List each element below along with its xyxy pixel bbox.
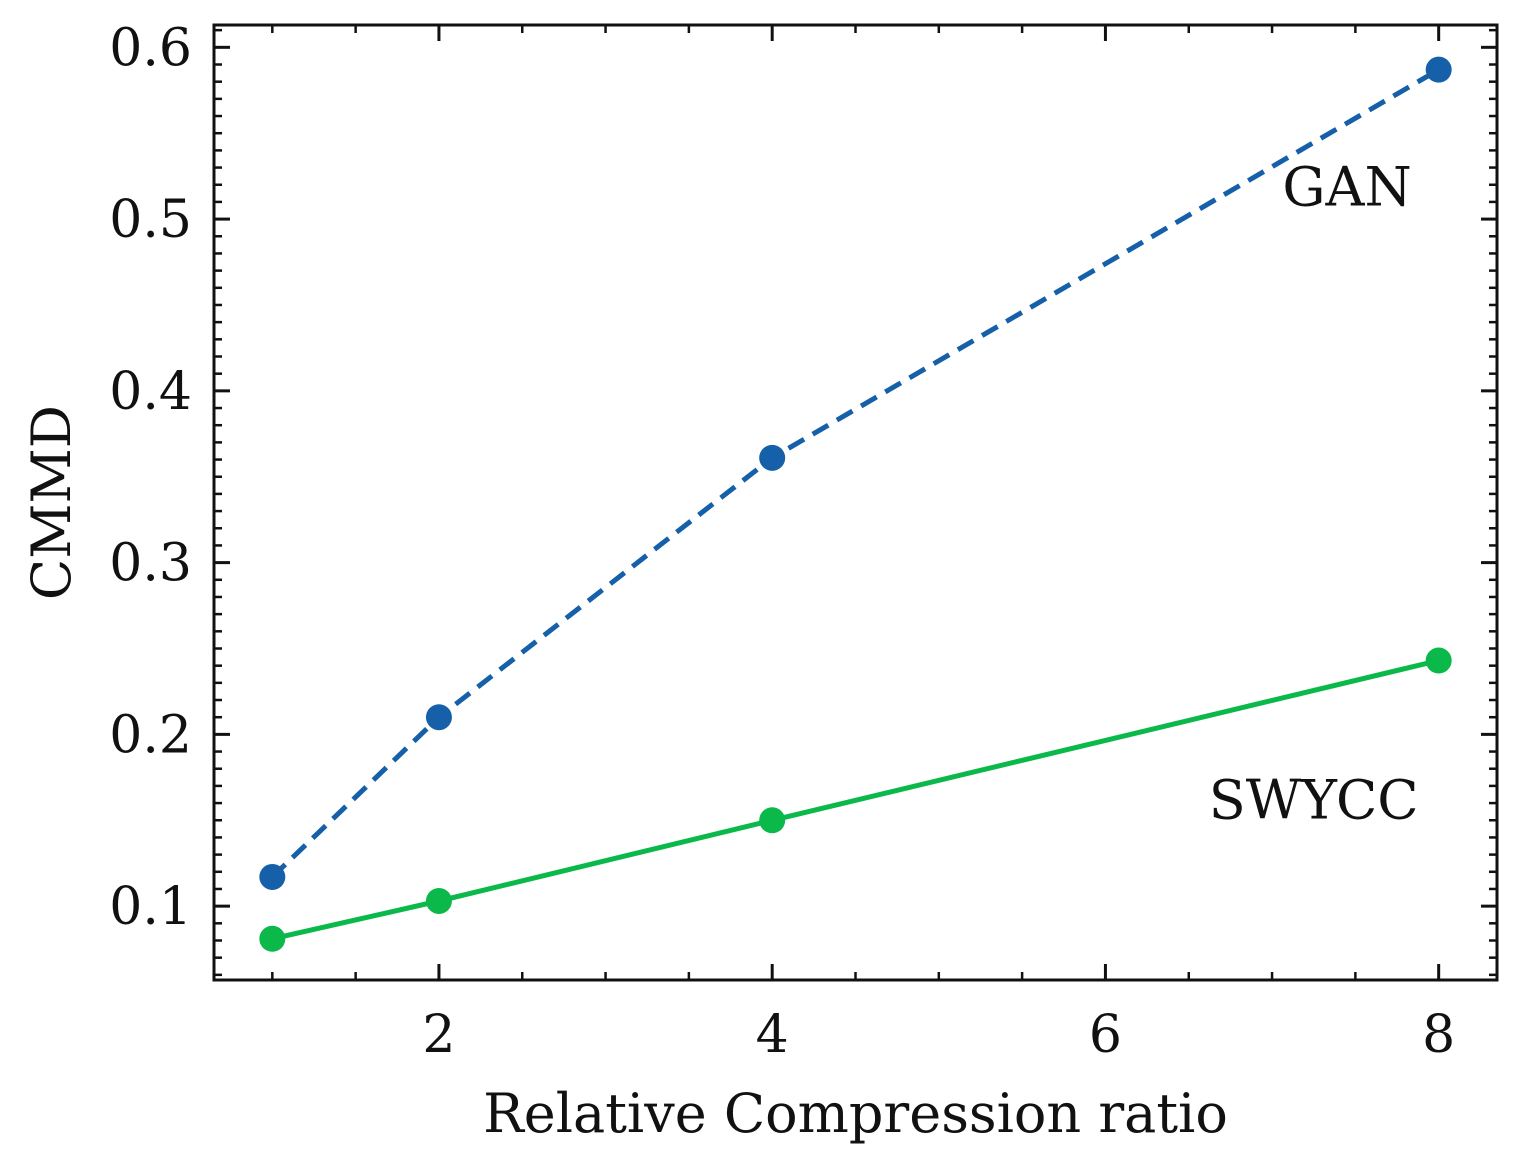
- data-point-gan: [259, 863, 286, 890]
- y-tick-label: 0.3: [109, 534, 192, 594]
- series-line-gan: [270, 67, 1440, 879]
- series-label-gan: GAN: [1282, 155, 1411, 218]
- data-point-swycc: [259, 925, 286, 952]
- tick-labels: 2 4 6 8 0.1 0.2 0.3 0.4 0.5 0.6: [109, 18, 1455, 1065]
- x-axis-title: Relative Compression ratio: [483, 1082, 1228, 1145]
- x-tick-label: 8: [1422, 1005, 1455, 1065]
- data-point-gan: [425, 704, 452, 731]
- data-point-gan: [1425, 56, 1452, 83]
- y-tick-label: 0.6: [109, 18, 192, 78]
- series-label-swycc: SWYCC: [1209, 769, 1419, 832]
- x-tick-label: 6: [1089, 1005, 1122, 1065]
- y-tick-label: 0.4: [109, 362, 192, 422]
- y-axis-title: CMMD: [20, 405, 83, 600]
- x-tick-label: 4: [756, 1005, 789, 1065]
- y-tick-label: 0.1: [109, 877, 192, 937]
- data-point-swycc: [759, 807, 786, 834]
- x-tick-label: 2: [422, 1005, 455, 1065]
- data-point-gan: [759, 444, 786, 471]
- plot-series: [259, 56, 1452, 952]
- series-annotations: GAN SWYCC: [1209, 155, 1419, 831]
- data-point-swycc: [1425, 647, 1452, 674]
- plot-frame: [212, 23, 1499, 982]
- data-point-swycc: [425, 887, 452, 914]
- y-tick-label: 0.2: [109, 705, 192, 765]
- series-line-swycc: [271, 658, 1440, 942]
- y-tick-label: 0.5: [109, 190, 192, 250]
